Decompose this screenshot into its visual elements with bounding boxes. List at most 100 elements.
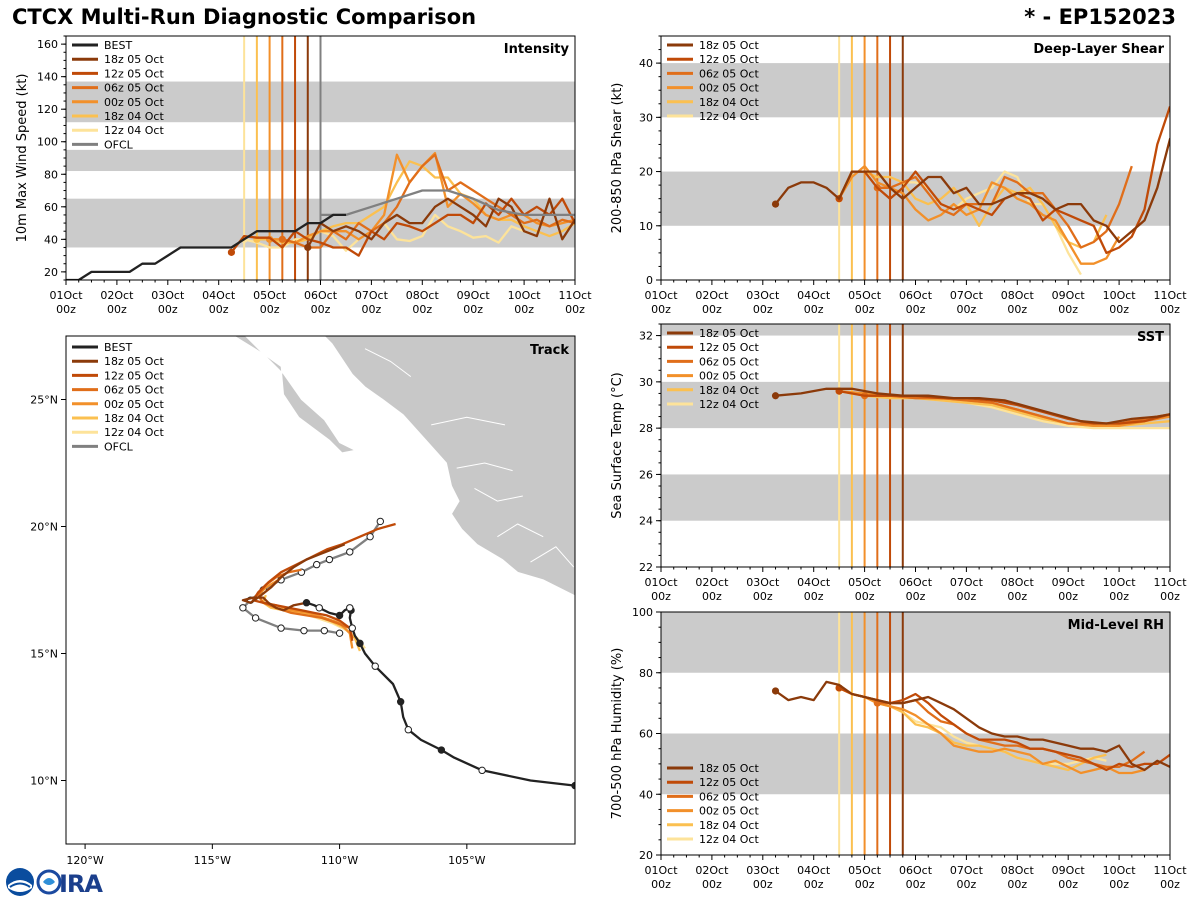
intensity-xtick-label: 05Oct xyxy=(253,289,287,302)
rh-xtick-sublabel: 00z xyxy=(1007,878,1027,891)
intensity-xtick-label: 07Oct xyxy=(355,289,389,302)
track-legend-label-12z-05-oct: 12z 05 Oct xyxy=(104,369,164,382)
rh-legend-label-00z-05-oct: 00z 05 Oct xyxy=(699,805,759,818)
intensity-ytick-label: 120 xyxy=(37,103,58,116)
intensity-legend-label-best: BEST xyxy=(104,39,132,52)
track-ytick-label: 25°N xyxy=(30,394,58,407)
shear-ylabel: 200-850 hPa Shear (kt) xyxy=(610,83,625,234)
intensity-legend-label-12z-05-oct: 12z 05 Oct xyxy=(104,67,164,80)
rh-xtick-label: 03Oct xyxy=(746,864,780,877)
track-map: 120°W 115°W 110°W 105°W 10°N 15°N 20°N 25°N Trac… xyxy=(30,335,576,867)
sst-init-marker-18z-05-oct xyxy=(771,392,780,400)
track-frame xyxy=(65,335,576,845)
sst-legend-label-12z-04-oct: 12z 04 Oct xyxy=(699,398,759,411)
track-ofcl-marker xyxy=(320,626,329,635)
intensity-xtick-sublabel: 00z xyxy=(107,303,127,316)
sst-legend-label-00z-05-oct: 00z 05 Oct xyxy=(699,370,759,383)
intensity-xtick-sublabel: 00z xyxy=(412,303,432,316)
rh-chart: 01Oct00z02Oct00z03Oct00z04Oct00z05Oct00z… xyxy=(610,606,1187,891)
track-legend-label-ofcl: OFCL xyxy=(104,440,134,453)
shear-legend-label-18z-04-oct: 18z 04 Oct xyxy=(699,96,759,109)
intensity-xtick-label: 10Oct xyxy=(508,289,542,302)
rh-series-18z-05-oct xyxy=(774,680,1170,772)
shear-xtick-label: 02Oct xyxy=(695,289,729,302)
shear-xtick-label: 03Oct xyxy=(746,289,780,302)
sst-xtick-sublabel: 00z xyxy=(651,590,671,603)
shear-xtick-sublabel: 00z xyxy=(753,303,773,316)
shear-ytick-label: 30 xyxy=(639,111,653,124)
track-legend-label-00z-05-oct: 00z 05 Oct xyxy=(104,398,164,411)
rh-legend-label-18z-05-oct: 18z 05 Oct xyxy=(699,762,759,775)
rh-xtick-label: 02Oct xyxy=(695,864,729,877)
sst-xtick-sublabel: 00z xyxy=(1007,590,1027,603)
intensity-xtick-label: 06Oct xyxy=(304,289,338,302)
state-boundary xyxy=(497,523,544,538)
shear-xtick-sublabel: 00z xyxy=(957,303,977,316)
shear-ytick-label: 0 xyxy=(646,274,653,287)
sst-legend-label-18z-05-oct: 18z 05 Oct xyxy=(699,327,759,340)
intensity-init-marker-18z-05-oct xyxy=(304,243,312,252)
intensity-xtick-label: 11Oct xyxy=(558,289,592,302)
shear-legend-label-06z-05-oct: 06z 05 Oct xyxy=(699,67,759,80)
intensity-ytick-label: 160 xyxy=(37,38,58,51)
track-best-marker xyxy=(302,599,311,607)
rh-ytick-label: 100 xyxy=(632,606,653,619)
intensity-ytick-label: 80 xyxy=(44,168,58,181)
track-legend-label-18z-04-oct: 18z 04 Oct xyxy=(104,412,164,425)
rh-xtick-label: 09Oct xyxy=(1052,864,1086,877)
rh-xtick-label: 07Oct xyxy=(950,864,984,877)
track-ofcl-marker xyxy=(277,624,285,632)
sst-legend-label-12z-05-oct: 12z 05 Oct xyxy=(699,341,759,354)
intensity-xtick-sublabel: 00z xyxy=(463,303,483,316)
sst-xtick-sublabel: 00z xyxy=(957,590,977,603)
rh-band-1 xyxy=(661,612,1170,673)
shear-xtick-sublabel: 00z xyxy=(1160,303,1180,316)
intensity-xtick-sublabel: 00z xyxy=(158,303,178,316)
intensity-ytick-label: 20 xyxy=(44,266,58,279)
rh-xtick-sublabel: 00z xyxy=(906,878,926,891)
rh-xtick-sublabel: 00z xyxy=(855,878,875,891)
rh-xtick-sublabel: 00z xyxy=(1109,878,1129,891)
rh-xtick-sublabel: 00z xyxy=(1058,878,1078,891)
track-best-marker xyxy=(437,746,446,754)
rh-xtick-sublabel: 00z xyxy=(804,878,824,891)
page-title: CTCX Multi-Run Diagnostic Comparison xyxy=(12,5,477,29)
sst-legend-label-06z-05-oct: 06z 05 Oct xyxy=(699,355,759,368)
shear-ytick-label: 40 xyxy=(639,57,653,70)
track-map-layer xyxy=(233,336,575,790)
track-title: Track xyxy=(530,343,569,358)
shear-series-group xyxy=(771,106,1170,276)
rh-xtick-label: 10Oct xyxy=(1103,864,1137,877)
baja-california-land xyxy=(233,336,357,454)
shear-xtick-label: 10Oct xyxy=(1103,289,1137,302)
track-ytick-label: 15°N xyxy=(30,648,58,661)
shear-xtick-sublabel: 00z xyxy=(1109,303,1129,316)
track-18z-05-oct xyxy=(241,543,346,612)
state-boundary xyxy=(456,462,513,472)
shear-xtick-sublabel: 00z xyxy=(1007,303,1027,316)
intensity-ylabel: 10m Max Wind Speed (kt) xyxy=(15,74,30,243)
track-best-marker xyxy=(315,604,323,612)
rh-xtick-label: 01Oct xyxy=(644,864,678,877)
track-xtick-label: 120°W xyxy=(66,854,103,867)
intensity-xtick-label: 08Oct xyxy=(406,289,440,302)
track-ofcl-marker xyxy=(239,604,247,612)
rh-ytick-label: 60 xyxy=(639,728,653,741)
rh-xtick-label: 04Oct xyxy=(797,864,831,877)
intensity-legend-label-12z-04-oct: 12z 04 Oct xyxy=(104,124,164,137)
track-best-marker xyxy=(371,662,379,670)
rh-init-marker-18z-05-oct xyxy=(771,687,780,695)
sst-xtick-sublabel: 00z xyxy=(855,590,875,603)
shear-band-1 xyxy=(661,63,1170,118)
track-best-marker xyxy=(396,698,405,706)
shear-xtick-label: 05Oct xyxy=(848,289,882,302)
intensity-legend-label-00z-05-oct: 00z 05 Oct xyxy=(104,96,164,109)
intensity-series-best xyxy=(66,213,346,280)
rh-title: Mid-Level RH xyxy=(1068,618,1164,633)
storm-id: * - EP152023 xyxy=(1024,5,1176,29)
intensity-legend-label-18z-04-oct: 18z 04 Oct xyxy=(104,110,164,123)
sst-xtick-sublabel: 00z xyxy=(1109,590,1129,603)
intensity-xtick-label: 01Oct xyxy=(49,289,83,302)
intensity-series-18z-05-oct xyxy=(306,197,575,249)
rh-xtick-sublabel: 00z xyxy=(702,878,722,891)
